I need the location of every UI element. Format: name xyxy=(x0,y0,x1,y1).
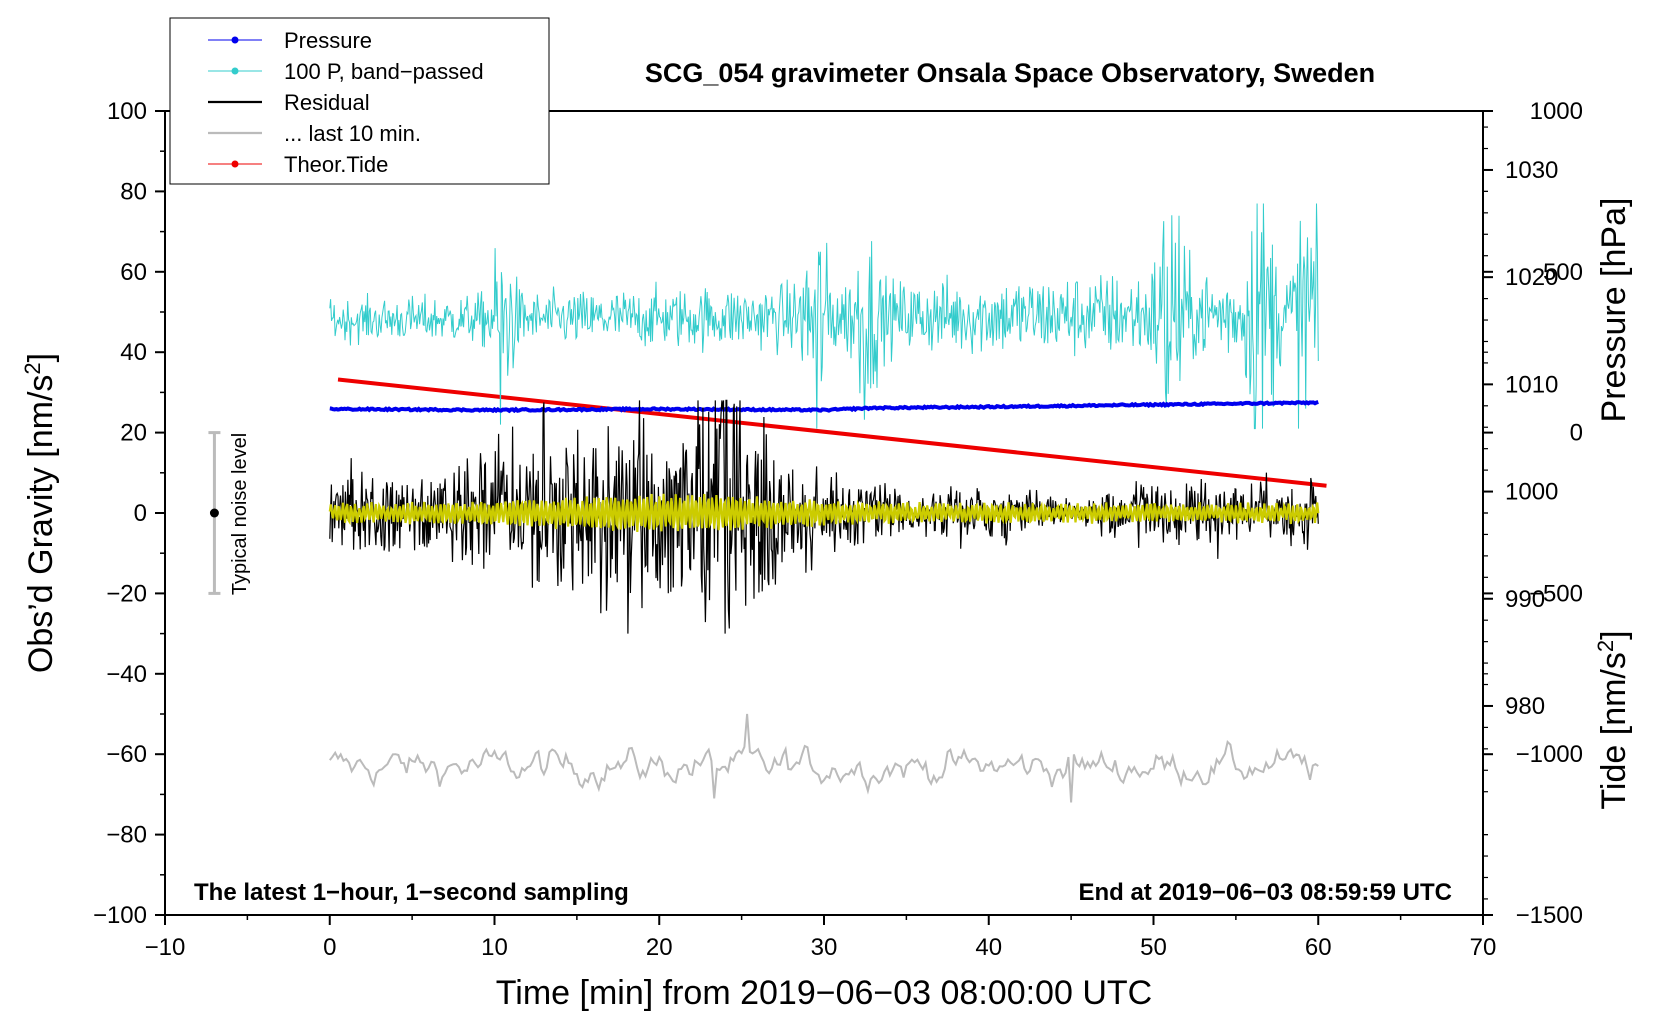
x-tick-label: 0 xyxy=(323,934,336,961)
pressure-tick-label: 1010 xyxy=(1505,371,1558,398)
svg-text:100 P, band−passed: 100 P, band−passed xyxy=(284,59,484,84)
y-left-tick-label: −60 xyxy=(106,741,147,768)
x-tick-label: 60 xyxy=(1305,934,1332,961)
y-axis-left: 100 80 60 40 20 0 −20 −40 −60 −80 −100 xyxy=(93,98,165,929)
y-left-tick-label: 20 xyxy=(120,420,147,447)
x-tick-label: 50 xyxy=(1140,934,1167,961)
tide-tick-label: 1000 xyxy=(1530,98,1583,125)
svg-text:... last 10 min.: ... last 10 min. xyxy=(284,121,421,146)
x-tick-label: 20 xyxy=(646,934,673,961)
series-pressure-line xyxy=(329,400,1319,414)
y-left-tick-label: −40 xyxy=(106,661,147,688)
y-left-tick-label: 80 xyxy=(120,178,147,205)
series-residual-smoothed xyxy=(328,493,1320,532)
y-left-tick-label: −20 xyxy=(106,580,147,607)
series-theor-tide xyxy=(337,377,1327,488)
y-left-tick-label: 60 xyxy=(120,259,147,286)
y-left-tick-label: −80 xyxy=(106,822,147,849)
legend-marker-theor-tide xyxy=(231,160,239,168)
x-tick-label: −10 xyxy=(145,934,186,961)
noise-bar xyxy=(208,431,221,595)
y-left-tick-label: −100 xyxy=(93,902,147,929)
tide-tick-label: 0 xyxy=(1570,420,1583,447)
series-theor-tide-line xyxy=(337,377,1327,488)
series-100p-band-passed xyxy=(329,203,1319,430)
noise-bar-center xyxy=(209,508,219,518)
series-residual-smoothed-line xyxy=(328,493,1320,532)
x-tick-label: 40 xyxy=(975,934,1002,961)
x-axis: −10 0 10 20 30 40 50 60 70 xyxy=(145,915,1497,961)
svg-text:Pressure: Pressure xyxy=(284,28,372,53)
x-tick-label: 70 xyxy=(1470,934,1497,961)
y-axis-left-title: Obs’d Gravity [nm/s2] xyxy=(20,353,60,673)
y-axis-tide: 1000 500 0 −500 −1000 −1500 xyxy=(1483,98,1583,929)
pressure-tick-label: 980 xyxy=(1505,693,1545,720)
x-tick-label: 30 xyxy=(811,934,838,961)
y-axis-pressure: 1030 1020 1010 1000 990 980 xyxy=(1483,126,1558,900)
y-axis-tide-title-sup: 2 xyxy=(1593,640,1618,652)
series-pressure xyxy=(329,400,1319,414)
svg-text:Theor.Tide: Theor.Tide xyxy=(284,152,388,177)
series-last-10-min xyxy=(329,713,1319,803)
legend-item-residual: Residual xyxy=(208,90,370,115)
pressure-tick-label: 1020 xyxy=(1505,264,1558,291)
x-tick-label: 10 xyxy=(481,934,508,961)
y-left-tick-label: 100 xyxy=(107,98,147,125)
legend-marker-band-passed xyxy=(231,67,239,75)
legend: Pressure 100 P, band−passed Residual ...… xyxy=(169,17,550,185)
x-axis-title: Time [min] from 2019−06−03 08:00:00 UTC xyxy=(496,974,1152,1012)
pressure-tick-label: 1000 xyxy=(1505,479,1558,506)
tide-tick-label: −1000 xyxy=(1516,741,1583,768)
legend-item-pressure: Pressure xyxy=(208,28,372,53)
series-band-passed-line xyxy=(329,203,1319,430)
legend-marker-pressure xyxy=(231,36,239,44)
tide-tick-label: −1500 xyxy=(1516,902,1583,929)
annotation-sampling: The latest 1−hour, 1−second sampling xyxy=(194,879,629,906)
series-last-10-min-line xyxy=(329,713,1319,803)
y-axis-left-title-sup: 2 xyxy=(20,362,45,374)
y-axis-pressure-title: Pressure [hPa] xyxy=(1595,198,1633,423)
chart-title: SCG_054 gravimeter Onsala Space Observat… xyxy=(645,58,1375,88)
legend-item-theor-tide: Theor.Tide xyxy=(208,152,388,177)
y-axis-tide-title: Tide [nm/s2] xyxy=(1593,630,1633,809)
y-left-tick-label: 40 xyxy=(120,339,147,366)
tide-tick-label: −500 xyxy=(1529,580,1583,607)
pressure-tick-label: 1030 xyxy=(1505,157,1558,184)
svg-text:Residual: Residual xyxy=(284,90,370,115)
noise-bar-label: Typical noise level xyxy=(229,433,251,595)
y-left-tick-label: 0 xyxy=(134,500,147,527)
tide-tick-label: 500 xyxy=(1543,259,1583,286)
annotation-end-time: End at 2019−06−03 08:59:59 UTC xyxy=(1078,879,1452,906)
pressure-tick-label: 990 xyxy=(1505,586,1545,613)
legend-item-band-passed: 100 P, band−passed xyxy=(208,59,484,84)
legend-item-last-10-min: ... last 10 min. xyxy=(208,121,421,146)
